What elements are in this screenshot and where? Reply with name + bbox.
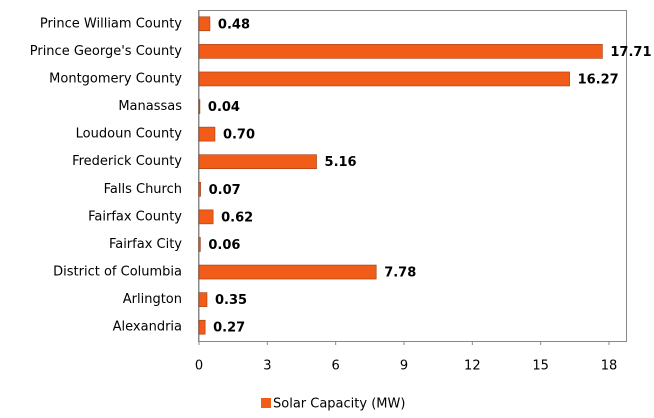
x-tick-label: 12 xyxy=(464,359,481,374)
plot-frame xyxy=(198,10,627,342)
x-tick-label: 0 xyxy=(195,359,203,374)
y-tick-label: Manassas xyxy=(118,99,182,114)
legend-label: Solar Capacity (MW) xyxy=(273,397,405,412)
y-tick-label: Loudoun County xyxy=(76,127,183,142)
value-label: 7.78 xyxy=(384,266,416,281)
value-label: 0.62 xyxy=(221,210,253,225)
y-tick-label: Fairfax County xyxy=(88,209,182,224)
value-label: 0.48 xyxy=(218,17,250,32)
x-tick-label: 9 xyxy=(400,359,408,374)
value-label: 0.27 xyxy=(213,321,245,336)
value-label: 0.07 xyxy=(209,183,241,198)
x-tick-label: 18 xyxy=(601,359,618,374)
x-tick-label: 3 xyxy=(263,359,271,374)
y-tick-label: Falls Church xyxy=(104,182,182,197)
bar xyxy=(198,126,216,142)
value-label: 5.16 xyxy=(325,155,357,170)
x-tick-label: 15 xyxy=(532,359,549,374)
bar xyxy=(198,16,211,32)
value-label: 0.70 xyxy=(223,128,255,143)
y-tick-label: Fairfax City xyxy=(109,237,182,252)
value-label: 16.27 xyxy=(578,72,619,87)
bar xyxy=(198,209,214,225)
y-tick-label: Arlington xyxy=(123,292,182,307)
value-label: 0.35 xyxy=(215,293,247,308)
bar xyxy=(198,237,201,252)
value-label: 17.71 xyxy=(610,45,651,60)
bar xyxy=(198,71,570,87)
bar xyxy=(198,181,201,197)
y-tick-label: Prince George's County xyxy=(30,44,183,59)
bar xyxy=(198,264,377,280)
bar xyxy=(198,99,201,114)
bar xyxy=(198,154,317,170)
y-tick-label: Frederick County xyxy=(72,154,182,169)
y-tick-label: Prince William County xyxy=(40,16,182,31)
legend-swatch xyxy=(261,398,271,408)
x-tick-label: 6 xyxy=(332,359,340,374)
y-tick-label: District of Columbia xyxy=(53,265,182,280)
bar xyxy=(198,319,206,335)
value-label: 0.06 xyxy=(208,238,240,253)
y-tick-label: Montgomery County xyxy=(49,71,182,86)
y-tick-label: Alexandria xyxy=(113,320,182,335)
bar xyxy=(198,292,208,307)
bar xyxy=(198,44,603,59)
value-label: 0.04 xyxy=(208,100,240,115)
